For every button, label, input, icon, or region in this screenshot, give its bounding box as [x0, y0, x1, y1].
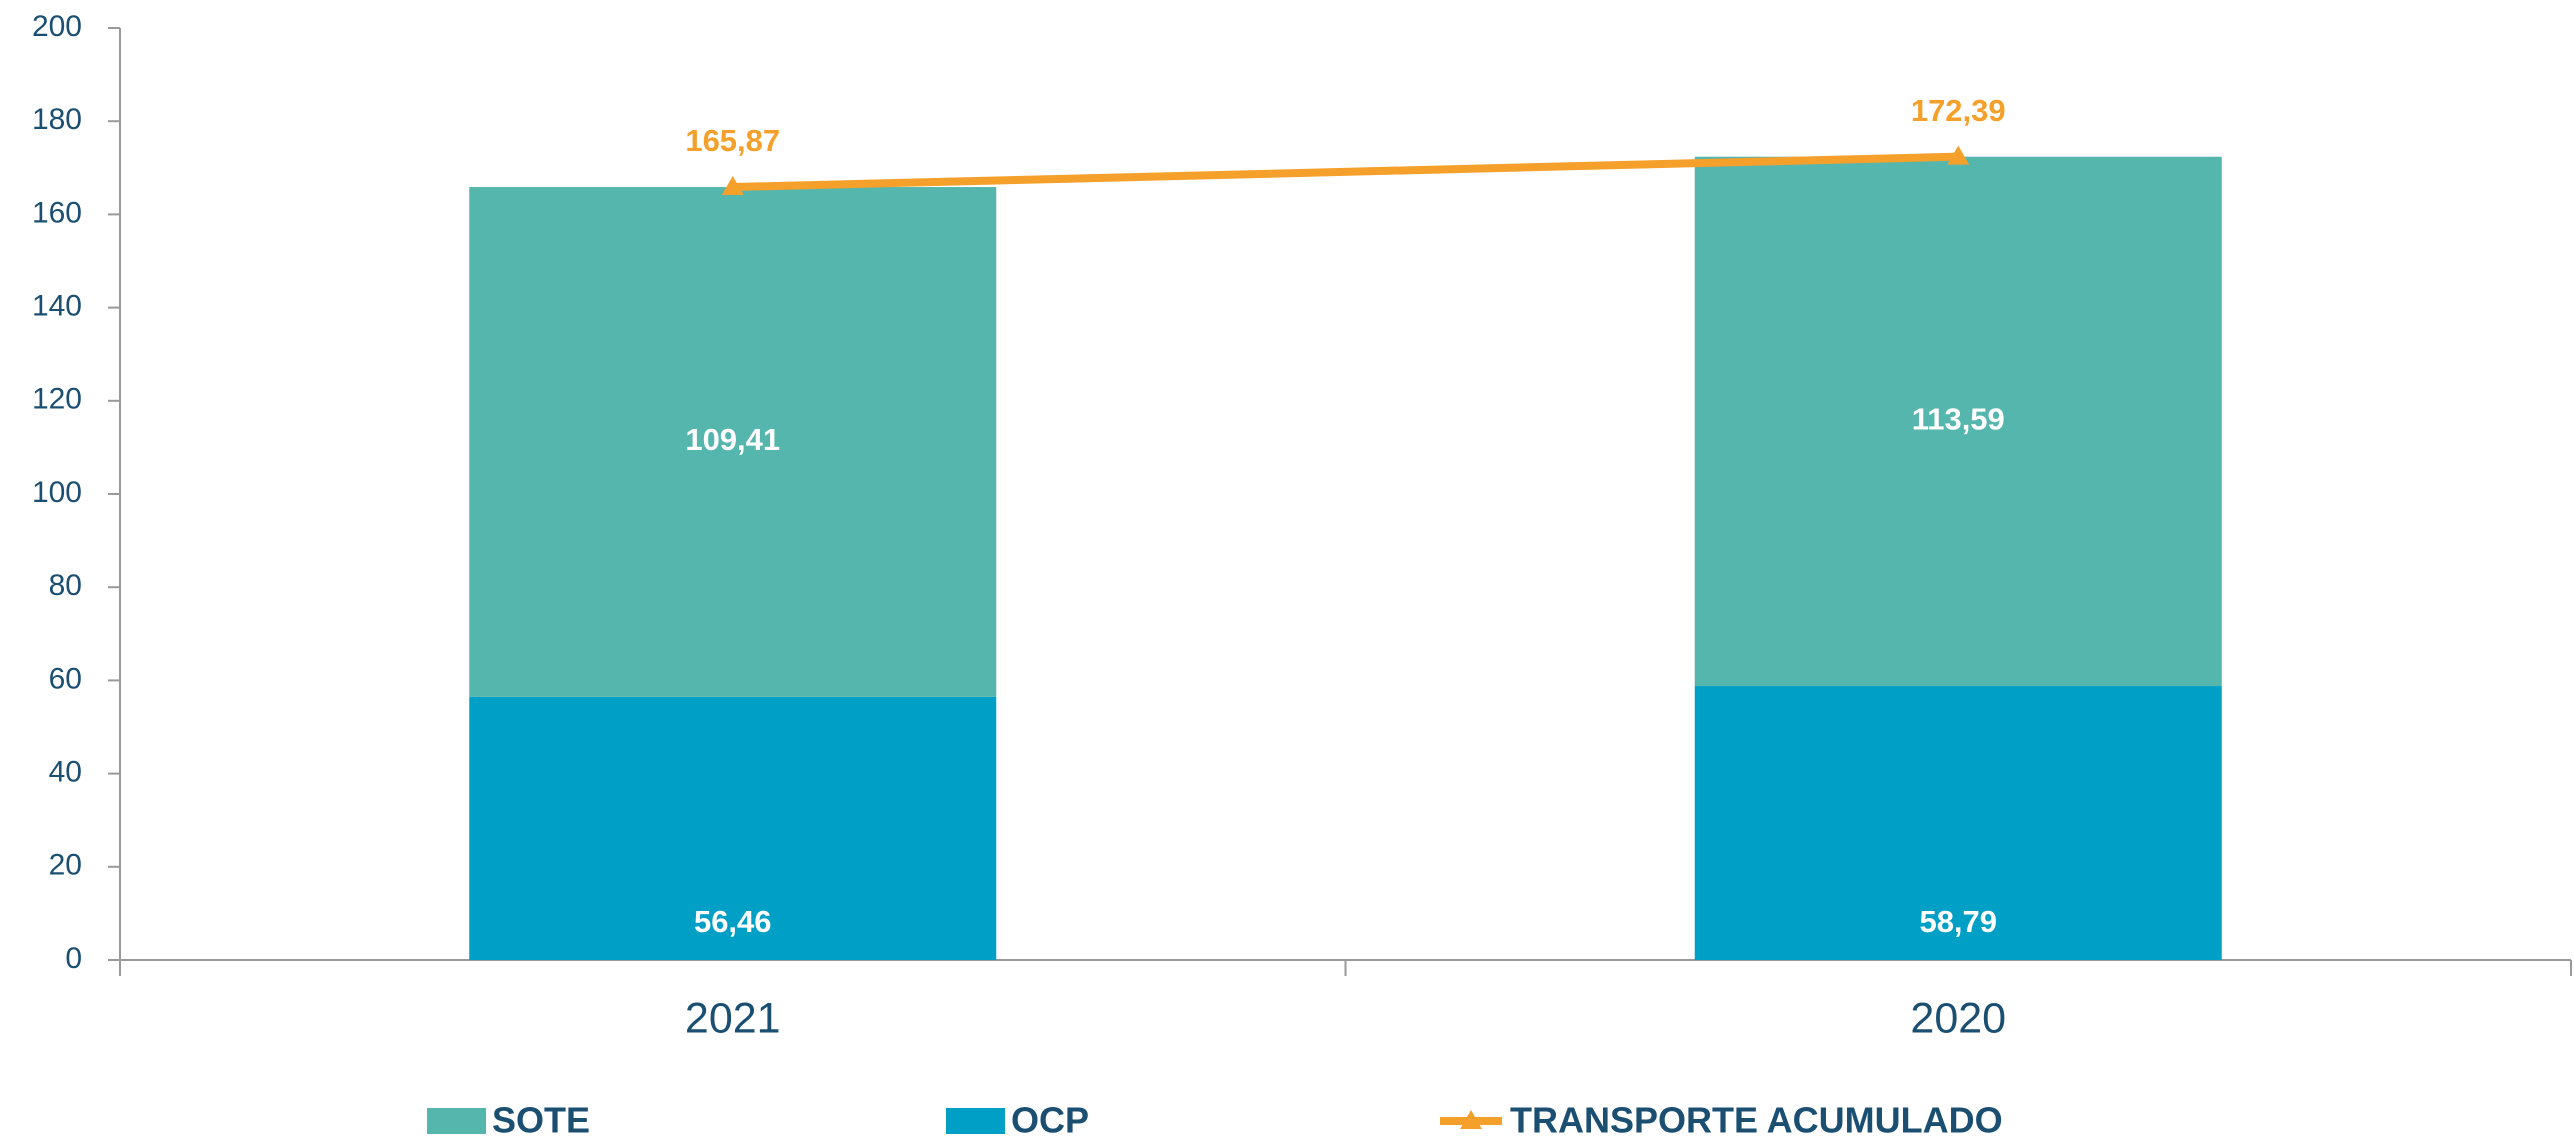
data-label: 172,39 — [1911, 93, 2006, 128]
data-label: 165,87 — [685, 123, 780, 158]
y-tick-label: 120 — [32, 383, 82, 416]
y-tick-label: 0 — [65, 942, 82, 975]
y-tick-label: 60 — [49, 662, 82, 695]
bar-segment — [1694, 686, 2222, 960]
y-tick-label: 200 — [32, 10, 82, 43]
line-marker — [721, 176, 744, 196]
y-tick-label: 100 — [32, 476, 82, 509]
x-tick-label: 2020 — [1910, 994, 2006, 1042]
data-label: 113,59 — [1912, 402, 2005, 437]
y-tick-label: 160 — [32, 196, 82, 229]
legend-swatch-marker — [1460, 1110, 1482, 1129]
legend-label: SOTE — [492, 1100, 590, 1141]
y-tick-label: 80 — [49, 569, 82, 602]
data-label: 56,46 — [694, 904, 772, 939]
y-tick-label: 180 — [32, 103, 82, 136]
legend-swatch — [427, 1108, 486, 1134]
bar-segment — [469, 696, 997, 960]
legend-label: OCP — [1011, 1100, 1089, 1141]
y-tick-label: 20 — [49, 849, 82, 882]
data-label: 109,41 — [685, 422, 780, 457]
bar-segment — [469, 187, 997, 697]
line-series — [732, 152, 1959, 192]
line-marker — [1947, 145, 1970, 165]
y-tick-label: 140 — [32, 290, 82, 323]
legend-swatch — [946, 1108, 1005, 1134]
data-label: 58,79 — [1919, 904, 1997, 939]
y-tick-label: 40 — [49, 756, 82, 789]
x-tick-label: 2021 — [685, 994, 781, 1042]
legend-label: TRANSPORTE ACUMULADO — [1510, 1100, 2003, 1141]
bar-segment — [1694, 156, 2222, 687]
